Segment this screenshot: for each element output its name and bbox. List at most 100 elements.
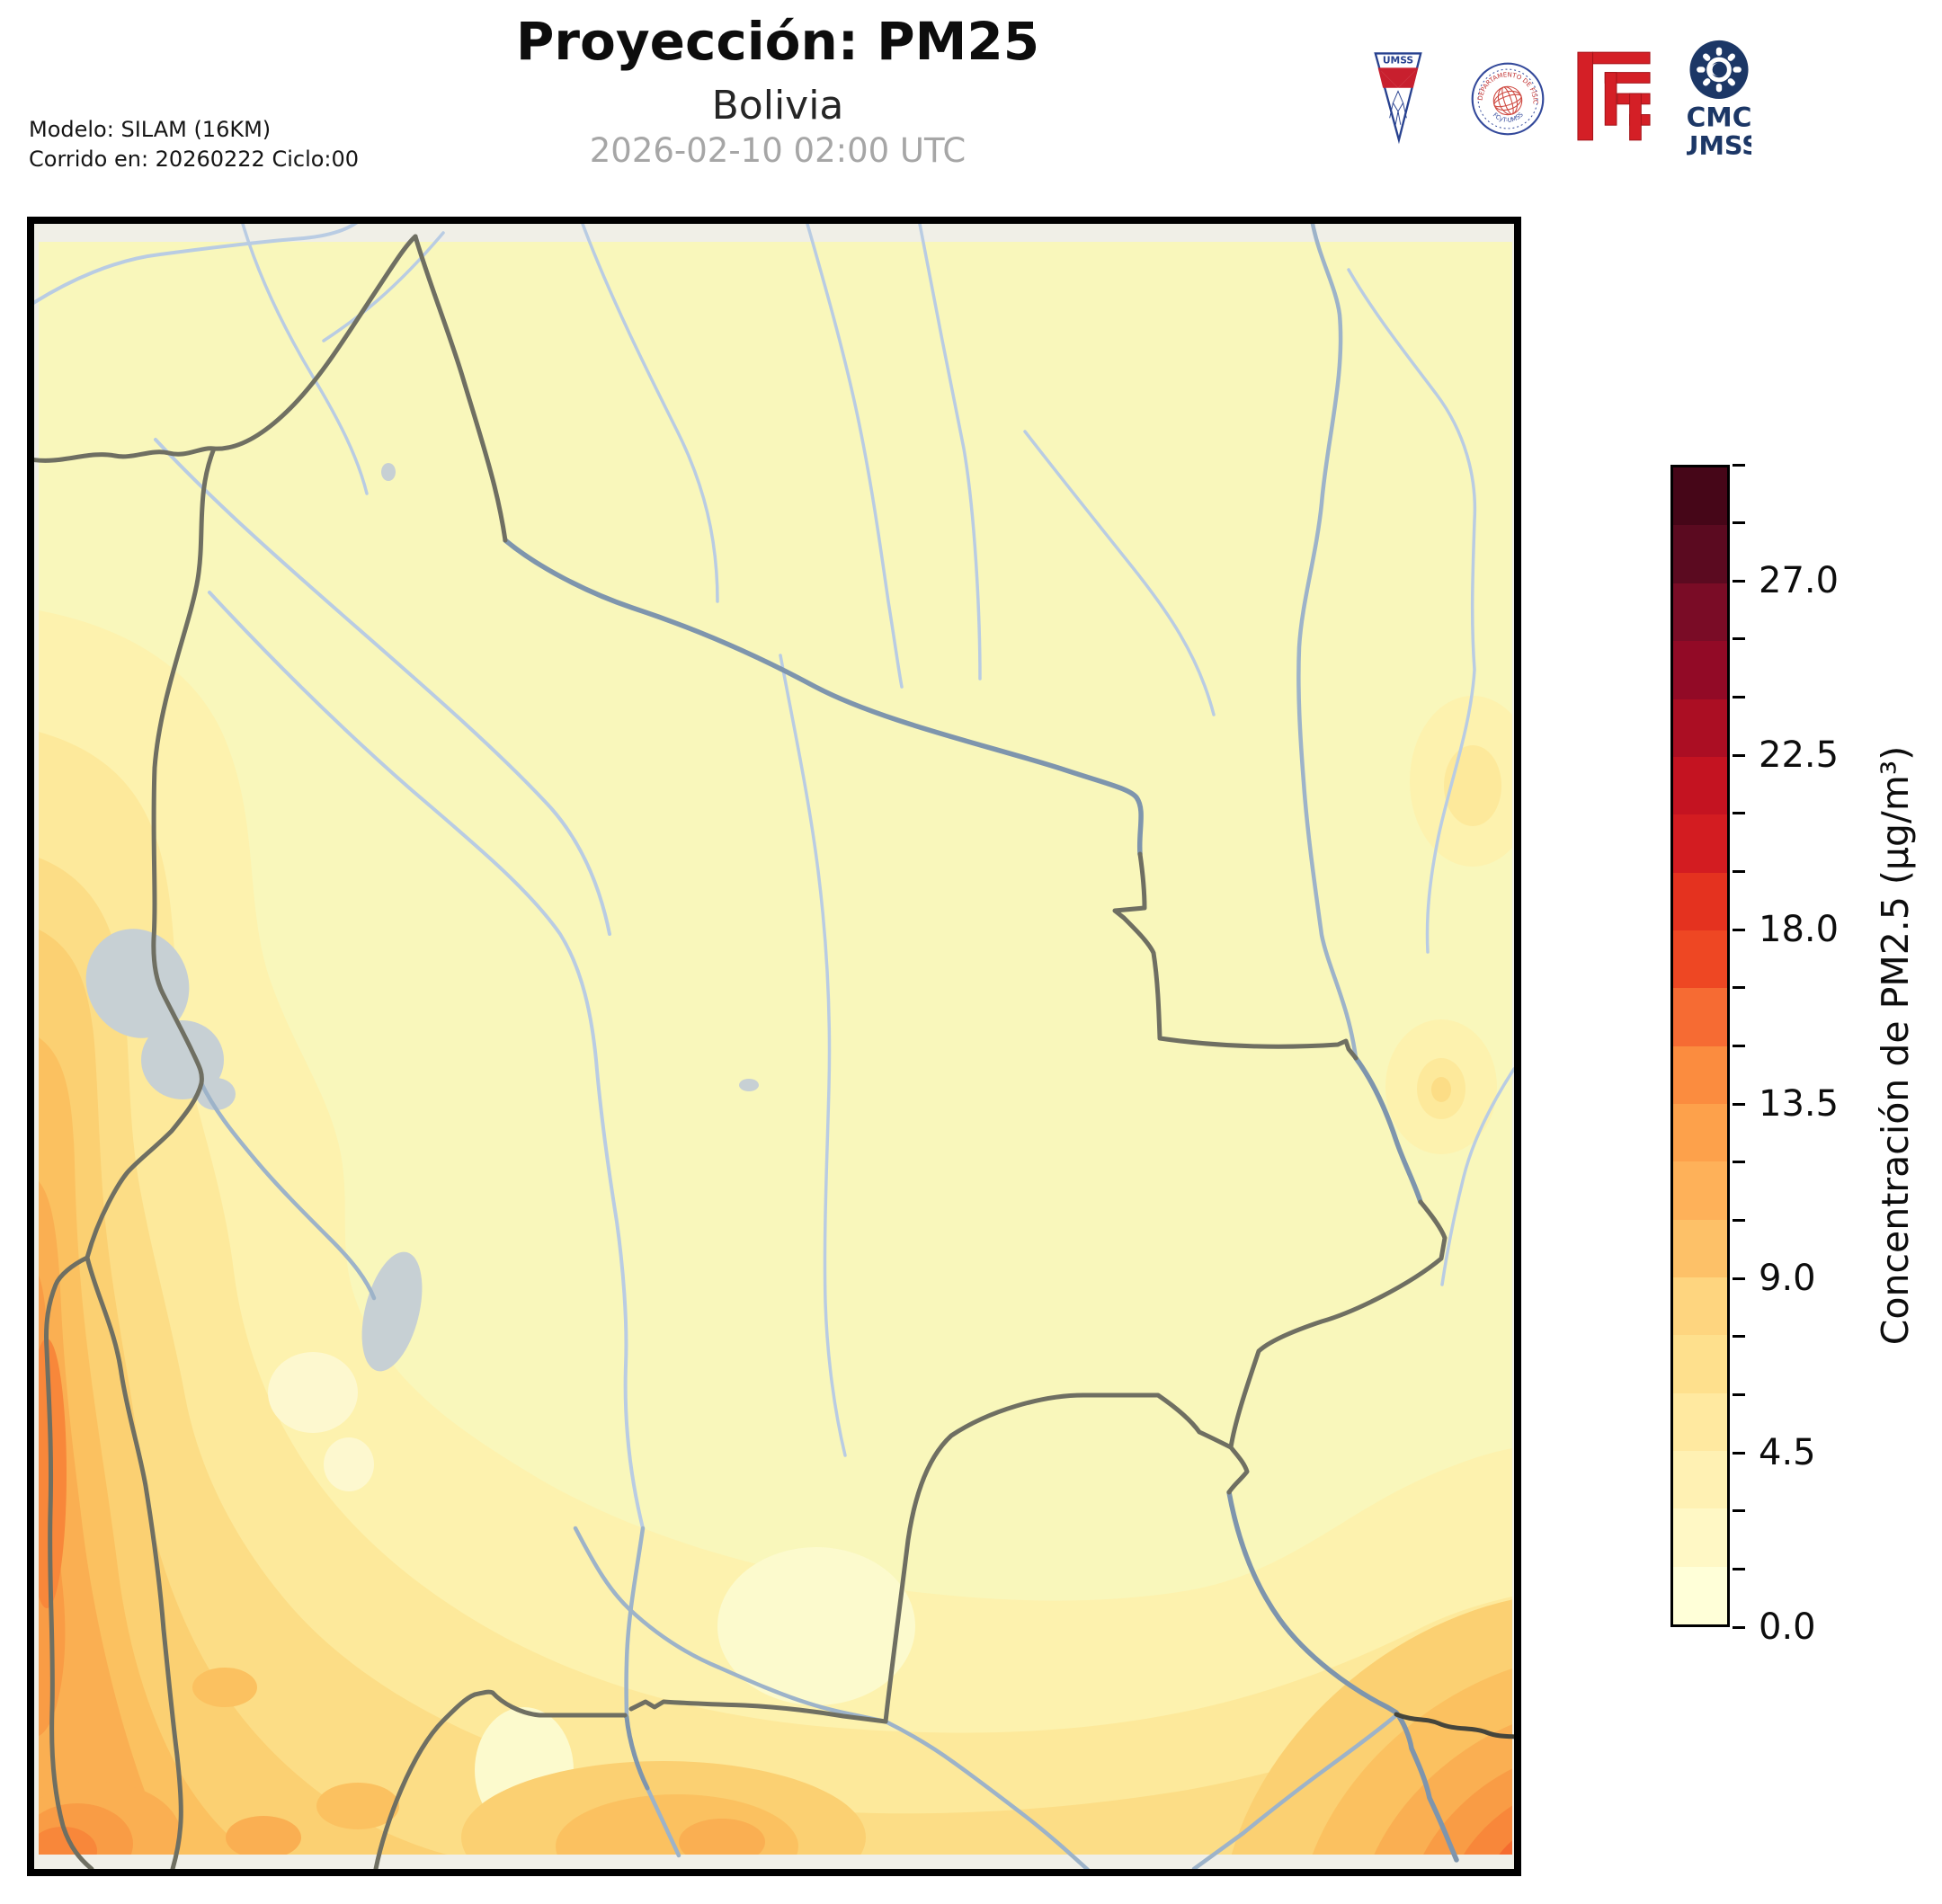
- colorbar-segment-13: [1673, 814, 1727, 873]
- border-bolivia-paraguay: [883, 1392, 1234, 1724]
- river-north-1: [581, 224, 719, 603]
- colorbar-segment-4: [1673, 1335, 1727, 1393]
- page-title: Proyección: PM25: [515, 11, 1040, 72]
- cmc-crescent: [1710, 63, 1719, 76]
- model-name-line: Modelo: SILAM (16KM): [29, 117, 272, 142]
- border-bolivia-brazil-southeast: [1226, 1199, 1448, 1495]
- salar-pale-patch: [268, 1352, 358, 1433]
- seal-globe-wireframe: [1492, 85, 1523, 116]
- river-ne-diagonal: [1023, 430, 1216, 716]
- colorbar-segment-18: [1673, 525, 1727, 583]
- colorbar-tick: [1733, 1509, 1745, 1513]
- colorbar-tick: [1733, 637, 1745, 641]
- river-north-2: [806, 224, 904, 689]
- colorbar-tick: [1733, 1451, 1745, 1455]
- model-info: Modelo: SILAM (16KM) Corrido en: 2026022…: [29, 115, 359, 174]
- model-run-line: Corrido en: 20260222 Ciclo:00: [29, 147, 360, 172]
- colorbar-segment-8: [1673, 1103, 1727, 1162]
- pm25-band-west-south: [39, 610, 1512, 1855]
- fcyt-red-mark-logo: [1577, 51, 1651, 141]
- rivers-layer: [34, 224, 1514, 1869]
- colorbar-tick-label: 4.5: [1759, 1432, 1816, 1474]
- colorbar-tick: [1733, 1161, 1745, 1164]
- colorbar-segment-19: [1673, 467, 1727, 526]
- colorbar-segment-5: [1673, 1277, 1727, 1336]
- river-desaguadero: [199, 1081, 377, 1301]
- colorbar-tick: [1733, 928, 1745, 931]
- river-madre-de-dios: [154, 438, 611, 936]
- river-northwest-corner: [34, 224, 358, 305]
- colorbar-tick: [1733, 1392, 1745, 1396]
- pm25-band-level4-west: [39, 930, 448, 1855]
- map-bolivia-pm25: [27, 217, 1521, 1876]
- river-pilcomayo: [573, 1526, 1091, 1869]
- departamento-fisica-seal-logo: DEPARTAMENTO DE FÍSICA FCyT-UMSS: [1470, 48, 1545, 136]
- border-river-abuna-north: [503, 538, 1144, 857]
- border-bolivia-brazil-east: [1112, 851, 1359, 1061]
- colorbar-tick: [1733, 521, 1745, 525]
- cmc-sun-rays: [1697, 47, 1742, 93]
- river-mamore: [779, 654, 847, 1457]
- pm25-band-level6-west: [39, 1181, 171, 1855]
- border-river-argentina-west: [622, 1713, 650, 1791]
- colorbar-segment-15: [1673, 698, 1727, 757]
- forecast-datetime: 2026-02-10 02:00 UTC: [589, 131, 967, 170]
- cmc-text-line1: CMC: [1687, 102, 1751, 133]
- small-lake-center: [739, 1079, 759, 1091]
- border-peru-brazil: [34, 234, 418, 463]
- colorbar-tick: [1733, 579, 1745, 583]
- pennant-emblem-sketch: [1389, 90, 1407, 125]
- river-east-edge: [1440, 1067, 1514, 1286]
- chile-coastline: [44, 1255, 94, 1869]
- river-ne-branch: [1347, 268, 1477, 954]
- colorbar-segment-9: [1673, 1045, 1727, 1104]
- colorbar-tick-label: 22.5: [1759, 734, 1840, 777]
- colorbar-segment-12: [1673, 872, 1727, 930]
- colorbar-tick: [1733, 1218, 1745, 1222]
- small-lake-north: [381, 463, 396, 481]
- colorbar-axis-label: Concentración de PM2.5 (µg/m³): [1874, 745, 1917, 1346]
- borders-layer: [34, 234, 1514, 1869]
- lake-poopo: [361, 1251, 423, 1372]
- colorbar-tick: [1733, 1625, 1745, 1629]
- colorbar-segment-1: [1673, 1508, 1727, 1567]
- pm25-contour-layer: [39, 242, 1512, 1855]
- pennant-red-triangle: [1377, 67, 1419, 88]
- cmc-text-line2: UMSS: [1687, 130, 1751, 160]
- river-itenez: [1296, 224, 1359, 1061]
- colorbar-segment-17: [1673, 583, 1727, 642]
- map-subtitle-region: Bolivia: [711, 83, 844, 129]
- colorbar-tick: [1733, 1335, 1745, 1339]
- border-peru-bolivia: [85, 446, 217, 1260]
- border-bolivia-argentina-east: [628, 1699, 888, 1724]
- colorbar-tick-label: 0.0: [1759, 1606, 1816, 1648]
- colorbar-tick: [1733, 1277, 1745, 1280]
- colorbar-tick: [1733, 696, 1745, 699]
- pm25-band-level2: [39, 732, 1512, 1855]
- river-north-3: [918, 224, 982, 681]
- pm25-pale-pocket-south-central: [717, 1547, 915, 1705]
- colorbar: 0.0 4.5 9.0 13.5 18.0 22.5 27.0: [1670, 463, 1942, 1647]
- colorbar-tick: [1733, 1567, 1745, 1570]
- cmc-umss-logo: CMC UMSS: [1687, 40, 1751, 160]
- colorbar-tick-label: 13.5: [1759, 1083, 1840, 1125]
- colorbar-tick: [1733, 463, 1745, 467]
- colorbar-tick: [1733, 986, 1745, 990]
- colorbar-tick-label: 9.0: [1759, 1258, 1816, 1300]
- umss-pennant-logo: UMSS: [1374, 52, 1422, 145]
- colorbar-tick-label: 27.0: [1759, 560, 1840, 602]
- colorbar-tick-label: 18.0: [1759, 909, 1840, 951]
- colorbar-segment-6: [1673, 1219, 1727, 1277]
- colorbar-segment-14: [1673, 756, 1727, 815]
- colorbar-tick: [1733, 1102, 1745, 1106]
- border-river-east: [1353, 1055, 1423, 1205]
- border-chile-bolivia: [85, 1255, 183, 1869]
- colorbar-segment-11: [1673, 930, 1727, 989]
- river-beni: [208, 591, 645, 1530]
- border-bolivia-argentina-west: [373, 1689, 628, 1869]
- colorbar-segment-10: [1673, 988, 1727, 1046]
- colorbar-tick: [1733, 812, 1745, 815]
- colorbar-segment-2: [1673, 1450, 1727, 1509]
- colorbar-tick: [1733, 1045, 1745, 1047]
- colorbar-tick: [1733, 753, 1745, 757]
